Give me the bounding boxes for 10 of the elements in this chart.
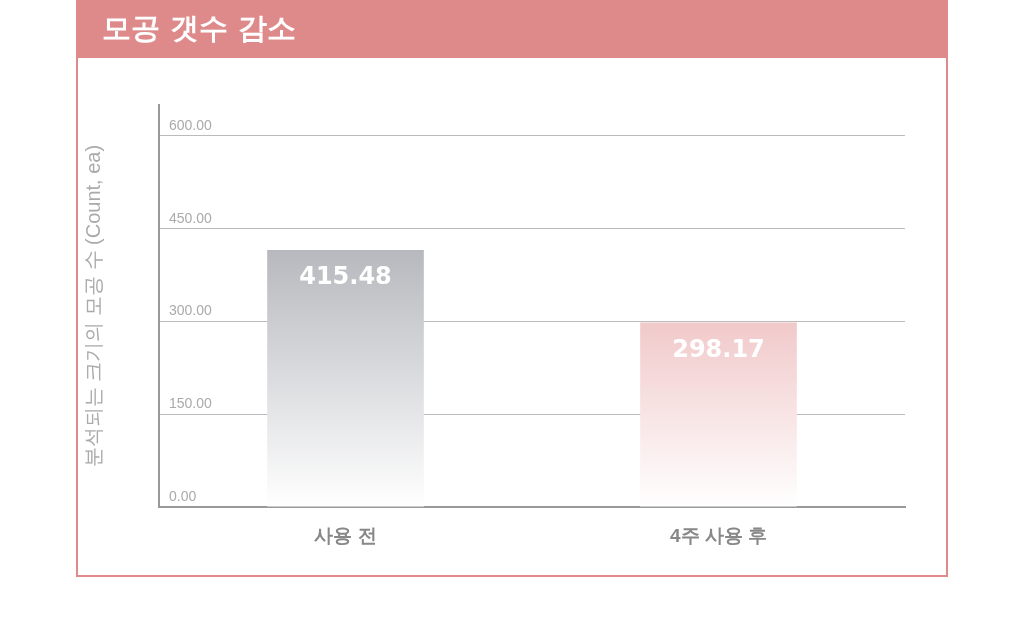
y-tick-label: 300.00 [169, 302, 213, 319]
data-label: 415.48 [299, 262, 392, 291]
y-axis-title: 분석되는 크기의 모공 수 (Count, ea) [81, 144, 104, 468]
y-tick-label: 600.00 [169, 116, 213, 133]
chart-title: 모공 갯수 감소 [78, 0, 946, 58]
x-tick-label: 4주 사용 후 [669, 524, 768, 546]
y-tick-label: 0.00 [169, 487, 197, 504]
x-tick-label: 사용 전 [314, 524, 377, 546]
y-tick-label: 450.00 [169, 209, 213, 226]
y-tick-label: 150.00 [169, 395, 213, 412]
